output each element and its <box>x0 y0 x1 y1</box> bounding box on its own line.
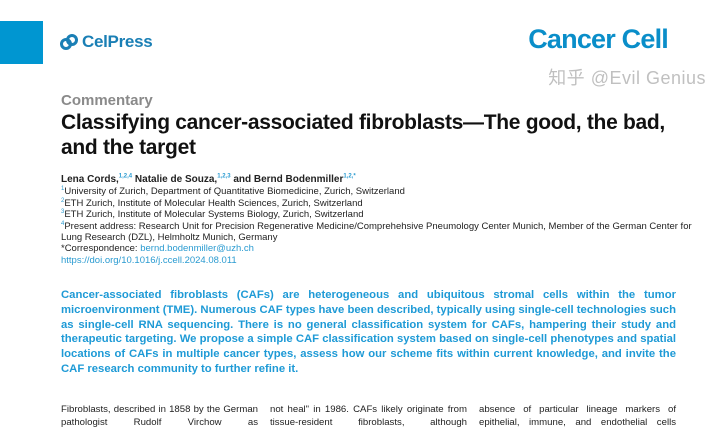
author-sup: 1,2,* <box>343 173 356 180</box>
correspondence: *Correspondence: bernd.bodenmiller@uzh.c… <box>61 243 701 254</box>
affiliation-sup: 1 <box>61 186 65 193</box>
doi-link[interactable]: https://doi.org/10.1016/j.ccell.2024.08.… <box>61 254 237 266</box>
author-block: Lena Cords,1,2,4 Natalie de Souza,1,2,3 … <box>61 174 701 266</box>
body-column-2: not heal" in 1986. CAFs likely originate… <box>270 404 467 428</box>
affiliation-text: Present address: Research Unit for Preci… <box>61 220 692 244</box>
cellpress-link-icon <box>60 34 78 50</box>
affiliation: 4Present address: Research Unit for Prec… <box>61 220 701 244</box>
cellpress-logo[interactable]: CelPress <box>60 32 153 52</box>
affiliation-text: ETH Zurich, Institute of Molecular Healt… <box>64 197 363 209</box>
affiliation-sup: 3 <box>61 209 65 216</box>
brand-color-block <box>0 21 43 64</box>
affiliation-sup: 4 <box>61 220 65 227</box>
body-columns: Fibroblasts, described in 1858 by the Ge… <box>61 403 676 429</box>
article-type: Commentary <box>61 92 153 109</box>
correspondence-email-link[interactable]: bernd.bodenmiller@uzh.ch <box>140 243 254 255</box>
watermark: 知乎 @Evil Genius <box>548 68 706 88</box>
publisher-name: CelPress <box>82 32 153 51</box>
body-column-1: Fibroblasts, described in 1858 by the Ge… <box>61 404 258 428</box>
abstract: Cancer-associated fibroblasts (CAFs) are… <box>61 289 676 375</box>
author[interactable]: and Bernd Bodenmiller <box>230 174 344 185</box>
journal-name[interactable]: Cancer Cell <box>528 24 669 54</box>
author-sup: 1,2,4 <box>118 173 133 180</box>
author[interactable]: Lena Cords, <box>61 174 119 185</box>
affiliation: 2ETH Zurich, Institute of Molecular Heal… <box>61 198 701 209</box>
affiliation: 1University of Zurich, Department of Qua… <box>61 186 701 197</box>
affiliation-sup: 2 <box>61 197 65 204</box>
affiliation-text: ETH Zurich, Institute of Molecular Syste… <box>64 209 364 221</box>
body-column-3: absence of particular lineage markers of… <box>479 404 676 428</box>
author[interactable]: Natalie de Souza, <box>132 174 218 185</box>
affiliation-text: University of Zurich, Department of Quan… <box>64 186 405 198</box>
affiliation: 3ETH Zurich, Institute of Molecular Syst… <box>61 209 701 220</box>
correspondence-label: *Correspondence: <box>61 243 141 255</box>
article-title: Classifying cancer-associated fibroblast… <box>61 111 665 159</box>
author-sup: 1,2,3 <box>217 173 231 180</box>
author-list: Lena Cords,1,2,4 Natalie de Souza,1,2,3 … <box>61 174 701 185</box>
